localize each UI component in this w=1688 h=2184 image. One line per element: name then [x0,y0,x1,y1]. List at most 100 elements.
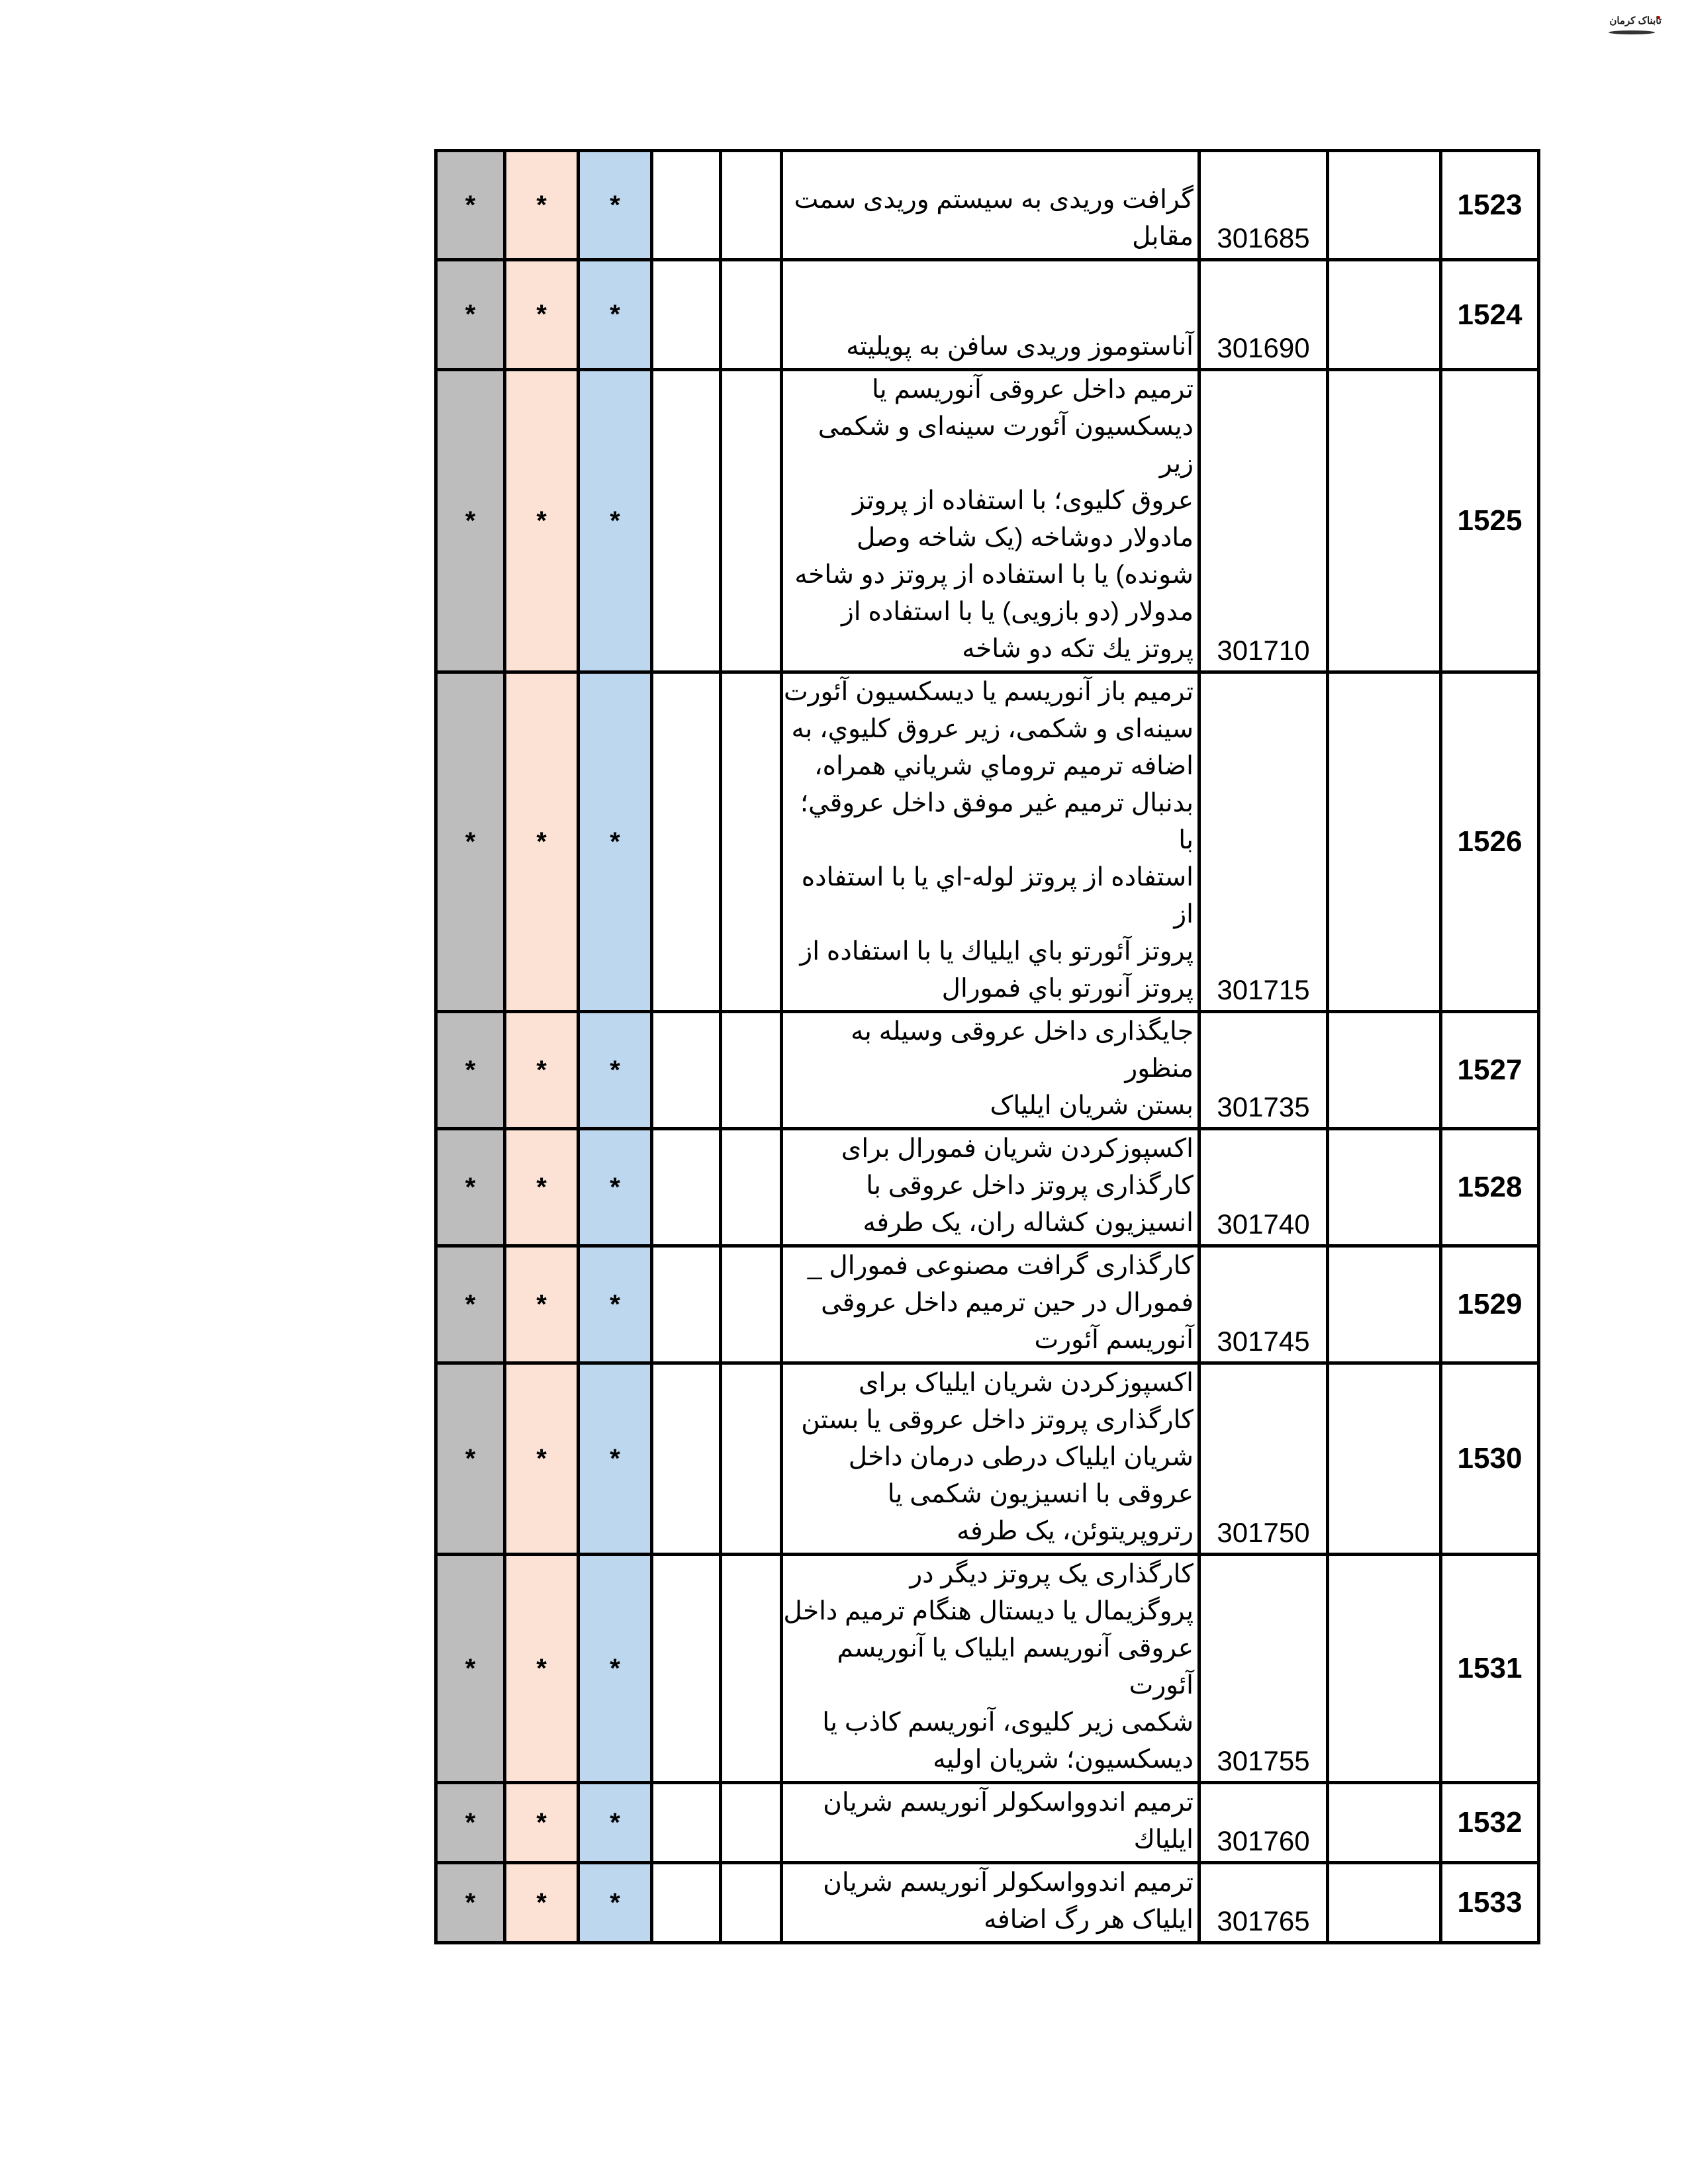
description-line: کارگذاری گرافت مصنوعی فمورال _ [807,1251,1194,1280]
row-number: 1532 [1439,1781,1540,1864]
empty-cell [650,1244,722,1365]
row-number: 1524 [1439,258,1540,371]
description-line: اکسپوزکردن شریان فمورال برای [841,1134,1194,1163]
description-line: ترمیم باز آنوریسم یا دیسکسیون آئورت [783,678,1194,706]
service-code: 301685 [1197,149,1329,261]
service-code: 301710 [1197,368,1329,674]
service-code: 301750 [1197,1361,1329,1556]
empty-cell [1326,1010,1442,1130]
mark-cell-peach: * [503,670,580,1013]
description-line: بستن شریان ایلیاک [990,1091,1194,1120]
row-number: 1523 [1439,149,1540,261]
description-line: ایلیاک هر رگ اضافه [984,1905,1194,1934]
tabnak-kerman-logo: تابناک کرمان [1609,15,1662,38]
description-cell: ترمیم اندوواسکولر آنوریسم شریان ایلیاک هر… [780,1861,1201,1944]
empty-cell [650,1010,722,1130]
row-number: 1531 [1439,1553,1540,1784]
description-cell: ترمیم داخل عروقی آنوریسم یا دیسکسیون آئور… [780,368,1201,674]
description-line: پروتز يك تكه دو شاخه [962,635,1194,663]
empty-cell [650,1553,722,1784]
table-row: * * * ترمیم داخل عروقی آنوریسم یا دیسکسیون آ… [434,368,1540,674]
mark-cell-peach: * [503,258,580,371]
description-line: شونده) یا با استفاده از پروتز دو شاخه [794,561,1194,589]
mark-cell-gray: * [434,149,506,261]
empty-cell [720,1861,782,1944]
empty-cell [650,149,722,261]
description-line: انسیزیون کشاله ران، یک طرفه [863,1208,1194,1237]
service-code: 301690 [1197,258,1329,371]
description-line: استفاده از پروتز لوله-اي يا با استفاده ا… [801,863,1194,929]
service-code: 301740 [1197,1127,1329,1248]
mark-cell-blue: * [577,1244,653,1365]
mark-cell-blue: * [577,670,653,1013]
table-row: * * * کارگذاری گرافت مصنوعی فمورال _ فمورال … [434,1244,1540,1365]
row-number: 1527 [1439,1010,1540,1130]
table-row: * * * آناستوموز وریدی سافن به پویلیته 301690… [434,258,1540,371]
description-line: دیسکسیون؛ شریان اولیه [933,1745,1194,1774]
service-code: 301745 [1197,1244,1329,1365]
description-line: کارگذاری پروتز داخل عروقی یا بستن [801,1406,1194,1434]
empty-cell [720,1127,782,1248]
description-cell: جایگذاری داخل عروقی وسیله به منظور بستن ش… [780,1010,1201,1130]
service-code: 301760 [1197,1781,1329,1864]
table-row: * * * گرافت وریدی به سیستم وریدی سمت مقابل 30… [434,149,1540,261]
description-line: فمورال در حین ترمیم داخل عروقی [821,1289,1194,1317]
row-number: 1529 [1439,1244,1540,1365]
row-number: 1530 [1439,1361,1540,1556]
table-row: * * * جایگذاری داخل عروقی وسیله به منظور بست… [434,1010,1540,1130]
empty-cell [1326,1127,1442,1248]
table-row: * * * ترمیم اندوواسکولر آنوریسم شریان ایلیا… [434,1781,1540,1864]
mark-cell-gray: * [434,1553,506,1784]
empty-cell [1326,368,1442,674]
mark-cell-gray: * [434,1010,506,1130]
description-line: گرافت وریدی به سیستم وریدی سمت [794,185,1194,214]
mark-cell-blue: * [577,149,653,261]
empty-cell [1326,149,1442,261]
logo-swoosh [1609,30,1655,34]
table-row: * * * اکسپوزکردن شریان ایلیاک برای کارگذاری … [434,1361,1540,1556]
mark-cell-gray: * [434,1781,506,1864]
description-cell: اکسپوزکردن شریان فمورال برای کارگذاری پرو… [780,1127,1201,1248]
mark-cell-blue: * [577,1127,653,1248]
table-row: * * * اکسپوزکردن شریان فمورال برای کارگذاری … [434,1127,1540,1248]
service-code: 301735 [1197,1010,1329,1130]
mark-cell-gray: * [434,1127,506,1248]
description-line: کارگذاری پروتز داخل عروقی با [866,1171,1194,1200]
mark-cell-blue: * [577,1861,653,1944]
description-line: کارگذاری یک پروتز دیگر در [910,1560,1194,1588]
description-line: اکسپوزکردن شریان ایلیاک برای [858,1369,1194,1397]
mark-cell-peach: * [503,1244,580,1365]
mark-cell-blue: * [577,368,653,674]
mark-cell-blue: * [577,1361,653,1556]
description-line: پروتز آنورتو باي فمورال [941,974,1194,1003]
empty-cell [650,670,722,1013]
mark-cell-gray: * [434,1244,506,1365]
description-line: پروگزیمال یا دیستال هنگام ترمیم داخل [783,1597,1194,1625]
description-cell: آناستوموز وریدی سافن به پویلیته [780,258,1201,371]
empty-cell [720,1781,782,1864]
description-cell: ترمیم اندوواسکولر آنوریسم شریان ایلیاك [780,1781,1201,1864]
row-number: 1526 [1439,670,1540,1013]
table-row: * * * ترمیم باز آنوریسم یا دیسکسیون آئورت سی… [434,670,1540,1013]
empty-cell [720,149,782,261]
empty-cell [650,258,722,371]
mark-cell-peach: * [503,1361,580,1556]
mark-cell-peach: * [503,368,580,674]
empty-cell [650,1127,722,1248]
empty-cell [650,1781,722,1864]
description-line: دیسکسیون آئورت سینه‌ای و شکمی زیر [818,412,1194,478]
mark-cell-blue: * [577,1010,653,1130]
description-cell: ترمیم باز آنوریسم یا دیسکسیون آئورت سینه‌… [780,670,1201,1013]
empty-cell [720,368,782,674]
empty-cell [1326,670,1442,1013]
description-line: عروقی با انسیزیون شکمی یا [887,1480,1194,1508]
empty-cell [1326,1553,1442,1784]
description-line: جایگذاری داخل عروقی وسیله به منظور [851,1017,1194,1083]
mark-cell-peach: * [503,149,580,261]
empty-cell [1326,1781,1442,1864]
description-line: عروق کلیوی؛ با استفاده از پروتز [852,486,1194,515]
mark-cell-gray: * [434,368,506,674]
service-code: 301715 [1197,670,1329,1013]
description-line: ترمیم اندوواسکولر آنوریسم شریان [823,1868,1194,1897]
mark-cell-gray: * [434,1861,506,1944]
